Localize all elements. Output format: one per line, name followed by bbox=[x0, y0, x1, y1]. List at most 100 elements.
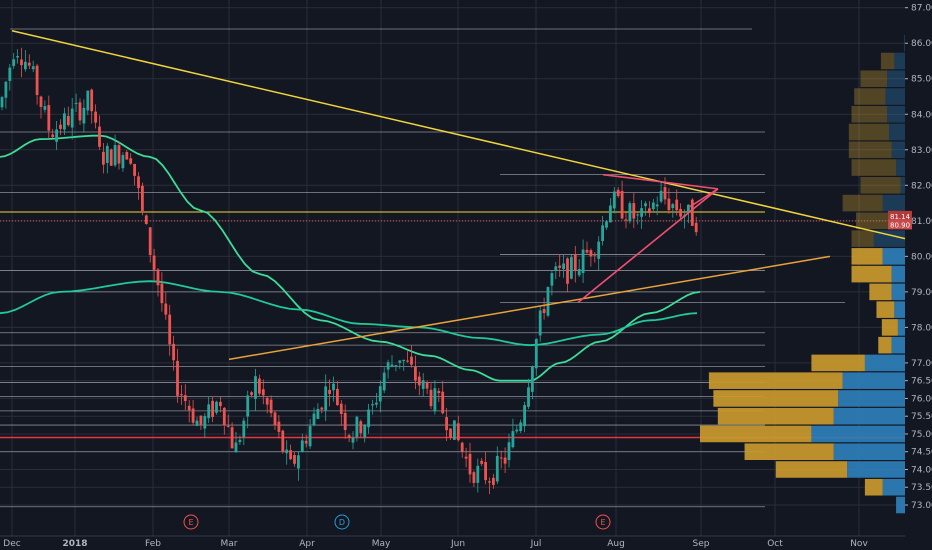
candle-body-up bbox=[378, 386, 382, 402]
candle-body-down bbox=[94, 111, 97, 123]
candle-body-up bbox=[628, 203, 632, 222]
candle-body-up bbox=[285, 449, 289, 454]
candle-body-up bbox=[31, 66, 35, 70]
candle-body-down bbox=[460, 442, 464, 452]
volume-profile-bar-up bbox=[891, 283, 905, 301]
candle-body-down bbox=[406, 360, 409, 362]
candle-body-down bbox=[328, 389, 331, 394]
volume-profile-bar-down bbox=[854, 88, 886, 105]
candle-body-down bbox=[164, 303, 168, 315]
candle-body-down bbox=[133, 163, 136, 176]
candle-body-up bbox=[195, 420, 199, 426]
volume-profile-bar-up bbox=[882, 248, 905, 265]
candle-body-down bbox=[492, 477, 495, 485]
candle-body-up bbox=[511, 431, 515, 448]
y-tick-label: 79.00 bbox=[911, 288, 932, 298]
volume-profile-bar-down bbox=[860, 177, 901, 194]
event-marker-circle bbox=[595, 514, 611, 530]
volume-profile-bar-down bbox=[869, 283, 892, 301]
candle-body-up bbox=[640, 208, 643, 217]
y-tick-label: 76.00 bbox=[911, 394, 932, 404]
candle-body-up bbox=[242, 420, 246, 438]
candle-body-up bbox=[538, 310, 542, 336]
candle-body-up bbox=[655, 204, 659, 207]
volume-profile-bar-up bbox=[896, 159, 905, 176]
candle-body-down bbox=[694, 222, 698, 233]
candle-body-down bbox=[160, 283, 164, 304]
candle-body-up bbox=[636, 214, 640, 216]
candle-body-down bbox=[632, 203, 636, 219]
candle-body-down bbox=[27, 62, 31, 66]
candle-body-down bbox=[585, 249, 589, 253]
candle-body-up bbox=[550, 273, 554, 286]
x-tick-label: 2018 bbox=[62, 539, 87, 549]
horizontal-levels bbox=[0, 28, 905, 508]
x-tick-label: Dec bbox=[3, 539, 20, 549]
volume-profile-bar-down bbox=[700, 425, 812, 443]
candle-body-down bbox=[542, 309, 546, 314]
candle-body-up bbox=[398, 360, 402, 363]
candle-body-up bbox=[554, 266, 558, 271]
moving-average-slow bbox=[0, 280, 698, 347]
y-tick-label: 74.50 bbox=[911, 448, 932, 458]
candle-body-down bbox=[117, 145, 121, 164]
candle-body-up bbox=[527, 387, 530, 407]
volume-profile-bar-up bbox=[833, 443, 905, 460]
volume-profile-bar-up bbox=[904, 34, 905, 52]
candle-body-down bbox=[144, 215, 148, 224]
candle-body-up bbox=[4, 81, 8, 98]
candle-body-up bbox=[246, 395, 250, 417]
candle-body-down bbox=[499, 457, 503, 459]
candle-body-down bbox=[226, 425, 230, 427]
candle-body-down bbox=[172, 343, 175, 361]
candle-body-down bbox=[141, 185, 144, 211]
candle-body-up bbox=[105, 145, 109, 163]
candle-body-up bbox=[671, 204, 675, 208]
candle-body-up bbox=[351, 437, 355, 443]
volume-profile-bar-up bbox=[847, 461, 905, 478]
volume-profile-bar-down bbox=[876, 301, 895, 318]
candle-body-down bbox=[304, 440, 308, 444]
candle-body-down bbox=[347, 435, 351, 438]
volume-profile-bar-down bbox=[855, 212, 892, 230]
volume-profile-bar-up bbox=[864, 354, 905, 372]
candle-body-down bbox=[410, 356, 413, 365]
candle-body-down bbox=[679, 208, 682, 217]
candle-body-down bbox=[176, 360, 179, 396]
volume-profile-bar-down bbox=[860, 70, 888, 88]
candle-body-down bbox=[59, 124, 62, 129]
candle-body-up bbox=[609, 205, 612, 223]
candle-body-up bbox=[70, 108, 74, 128]
event-marker-label: D bbox=[339, 518, 345, 527]
candle-body-down bbox=[573, 254, 577, 272]
candle-body-up bbox=[300, 440, 304, 452]
candle-body-up bbox=[570, 257, 573, 279]
candle-body-up bbox=[63, 113, 66, 130]
volume-profile-bar-down bbox=[851, 265, 892, 283]
volume-profile-bar-up bbox=[842, 372, 905, 389]
candle-body-up bbox=[523, 405, 526, 427]
candle-body-up bbox=[234, 442, 238, 453]
candle-body-down bbox=[183, 395, 187, 402]
volume-profile-bar-down bbox=[717, 407, 834, 425]
candle-body-down bbox=[152, 255, 156, 270]
x-tick-label: Apr bbox=[299, 539, 315, 549]
candle-body-down bbox=[90, 89, 94, 112]
event-marker-label: E bbox=[188, 518, 193, 527]
candle-body-down bbox=[566, 258, 569, 284]
candle-body-up bbox=[382, 372, 386, 391]
volume-profile-bar-down bbox=[851, 248, 883, 265]
triangle-apex-line bbox=[689, 188, 719, 208]
candle-body-up bbox=[82, 107, 86, 124]
candle-body-up bbox=[605, 221, 608, 228]
candle-body-up bbox=[687, 204, 690, 213]
candle-body-down bbox=[20, 59, 23, 66]
candle-body-up bbox=[55, 129, 58, 142]
candle-body-down bbox=[503, 457, 507, 464]
candle-body-down bbox=[102, 151, 105, 165]
volume-profile-bar-up bbox=[882, 478, 905, 496]
candle-body-down bbox=[129, 158, 133, 164]
candle-body-up bbox=[43, 106, 47, 110]
